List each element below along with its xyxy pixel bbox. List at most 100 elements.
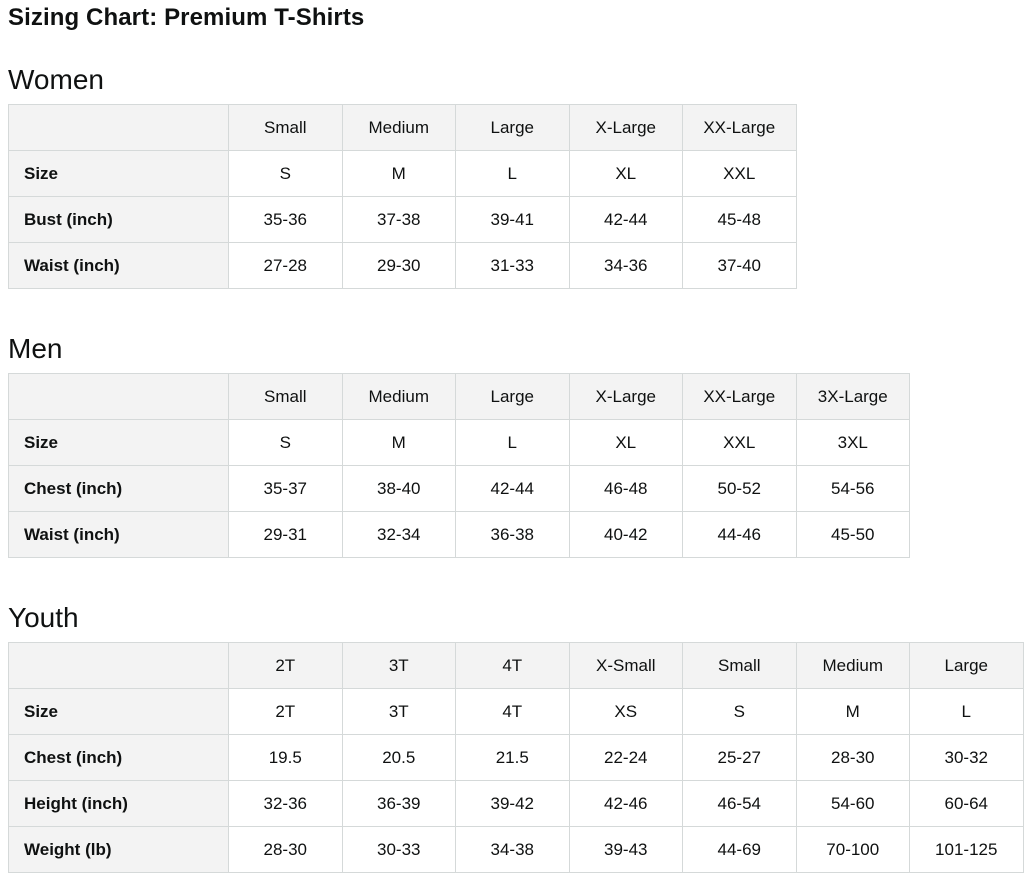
size-cell: 40-42: [568, 511, 683, 559]
size-cell: 39-42: [455, 780, 570, 828]
column-header: Large: [455, 373, 570, 421]
size-cell: 34-36: [568, 242, 683, 290]
size-cell: 25-27: [682, 734, 797, 782]
row-label: Bust (inch): [8, 196, 229, 244]
column-header: X-Large: [568, 104, 683, 152]
column-header: Large: [455, 104, 570, 152]
column-header: Medium: [341, 373, 456, 421]
sizing-chart-page: Sizing Chart: Premium T-Shirts Women Sma…: [8, 2, 1024, 873]
row-label: Height (inch): [8, 780, 229, 828]
column-header: XX-Large: [682, 373, 797, 421]
size-cell: XXL: [682, 150, 797, 198]
size-cell: 39-43: [568, 826, 683, 873]
size-cell: 28-30: [795, 734, 910, 782]
table-header-row: 2T 3T 4T X-Small Small Medium Large: [8, 642, 1024, 690]
column-header: Medium: [341, 104, 456, 152]
column-header: 3X-Large: [795, 373, 910, 421]
size-cell: 42-44: [568, 196, 683, 244]
column-header: X-Large: [568, 373, 683, 421]
size-cell: 45-48: [682, 196, 797, 244]
size-cell: 3T: [341, 688, 456, 736]
size-cell: 36-39: [341, 780, 456, 828]
size-cell: 44-69: [682, 826, 797, 873]
row-label: Waist (inch): [8, 242, 229, 290]
table-row: Chest (inch) 35-37 38-40 42-44 46-48 50-52 54-…: [8, 465, 910, 513]
size-cell: XXL: [682, 419, 797, 467]
size-cell: 39-41: [455, 196, 570, 244]
size-cell: 45-50: [795, 511, 910, 559]
column-header: 2T: [228, 642, 343, 690]
size-cell: 35-36: [228, 196, 343, 244]
size-cell: 37-38: [341, 196, 456, 244]
size-cell: 54-56: [795, 465, 910, 513]
row-label: Chest (inch): [8, 734, 229, 782]
size-cell: 46-54: [682, 780, 797, 828]
size-cell: M: [341, 150, 456, 198]
size-cell: 2T: [228, 688, 343, 736]
table-row: Waist (inch) 29-31 32-34 36-38 40-42 44-46 45-…: [8, 511, 910, 559]
size-cell: 21.5: [455, 734, 570, 782]
column-header: XX-Large: [682, 104, 797, 152]
table-row: Size S M L XL XXL 3XL: [8, 419, 910, 467]
corner-cell: [8, 373, 229, 421]
size-cell: L: [455, 150, 570, 198]
size-chart-section: Women Small Medium Large X-Large XX-Large Si…: [8, 62, 1024, 290]
size-cell: XL: [568, 150, 683, 198]
corner-cell: [8, 642, 229, 690]
size-cell: 30-33: [341, 826, 456, 873]
size-cell: 34-38: [455, 826, 570, 873]
size-cell: XL: [568, 419, 683, 467]
table-row: Weight (lb) 28-30 30-33 34-38 39-43 44-69 70-1…: [8, 826, 1024, 873]
size-cell: 20.5: [341, 734, 456, 782]
table-row: Bust (inch) 35-36 37-38 39-41 42-44 45-48: [8, 196, 797, 244]
size-cell: 46-48: [568, 465, 683, 513]
size-cell: 28-30: [228, 826, 343, 873]
size-cell: 101-125: [909, 826, 1024, 873]
size-cell: 32-36: [228, 780, 343, 828]
page-title: Sizing Chart: Premium T-Shirts: [8, 4, 365, 31]
size-cell: 27-28: [228, 242, 343, 290]
size-cell: XS: [568, 688, 683, 736]
size-cell: 42-44: [455, 465, 570, 513]
size-chart-section: Youth 2T 3T 4T X-Small Small Medium Large Size…: [8, 600, 1024, 873]
row-label: Size: [8, 688, 229, 736]
column-header: Medium: [795, 642, 910, 690]
size-cell: 70-100: [795, 826, 910, 873]
size-cell: S: [682, 688, 797, 736]
size-cell: S: [228, 419, 343, 467]
size-cell: 19.5: [228, 734, 343, 782]
column-header: Large: [909, 642, 1024, 690]
size-cell: 60-64: [909, 780, 1024, 828]
size-cell: 42-46: [568, 780, 683, 828]
size-cell: 4T: [455, 688, 570, 736]
size-cell: 54-60: [795, 780, 910, 828]
section-heading: Women: [8, 64, 104, 96]
size-chart-section: Men Small Medium Large X-Large XX-Large 3X-La…: [8, 331, 1024, 559]
size-cell: L: [909, 688, 1024, 736]
column-header: Small: [682, 642, 797, 690]
size-cell: 37-40: [682, 242, 797, 290]
size-cell: L: [455, 419, 570, 467]
table-row: Size 2T 3T 4T XS S M L: [8, 688, 1024, 736]
size-cell: M: [341, 419, 456, 467]
chart-sections: Women Small Medium Large X-Large XX-Large Si…: [8, 62, 1024, 873]
size-cell: 35-37: [228, 465, 343, 513]
table-row: Height (inch) 32-36 36-39 39-42 42-46 46-54 54…: [8, 780, 1024, 828]
size-chart-table: Small Medium Large X-Large XX-Large 3X-Large …: [8, 373, 910, 559]
size-cell: 30-32: [909, 734, 1024, 782]
size-cell: 44-46: [682, 511, 797, 559]
size-chart-table: Small Medium Large X-Large XX-Large Size S M L X…: [8, 104, 797, 290]
column-header: 4T: [455, 642, 570, 690]
size-cell: 38-40: [341, 465, 456, 513]
section-heading: Youth: [8, 602, 79, 634]
column-header: 3T: [341, 642, 456, 690]
size-cell: 29-30: [341, 242, 456, 290]
size-cell: 32-34: [341, 511, 456, 559]
size-cell: 29-31: [228, 511, 343, 559]
size-cell: 22-24: [568, 734, 683, 782]
row-label: Size: [8, 150, 229, 198]
size-cell: M: [795, 688, 910, 736]
size-cell: 36-38: [455, 511, 570, 559]
section-heading: Men: [8, 333, 63, 365]
row-label: Size: [8, 419, 229, 467]
